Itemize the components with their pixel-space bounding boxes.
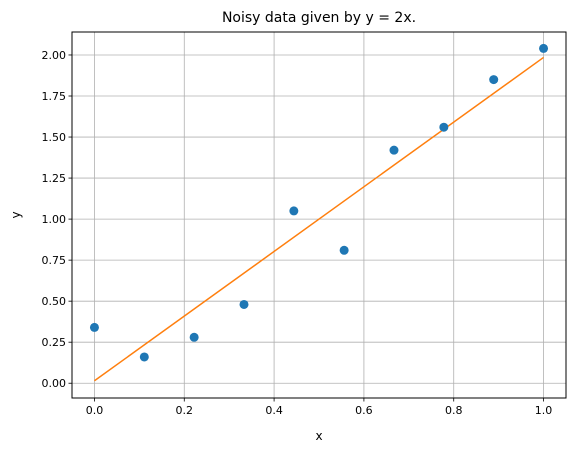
data-point [239, 299, 249, 309]
x-tick-label: 0.0 [86, 404, 104, 417]
x-tick-label: 0.4 [265, 404, 283, 417]
data-point [339, 245, 349, 255]
data-point [189, 332, 199, 342]
x-axis-label: x [315, 429, 322, 443]
y-axis: 0.00 0.25 0.50 0.75 1.00 1.25 1.50 1.75 2.00 [42, 49, 72, 390]
data-point [539, 43, 549, 53]
y-tick-label: 2.00 [42, 49, 67, 62]
plot-frame [71, 31, 567, 399]
y-tick-label: 0.50 [42, 295, 67, 308]
data-point [489, 75, 499, 85]
data-point [439, 122, 449, 132]
fit-line [94, 56, 544, 382]
y-tick-label: 1.00 [42, 213, 67, 226]
data-point [89, 322, 99, 332]
series-layer [89, 43, 549, 382]
y-axis-label: y [9, 211, 23, 218]
y-tick-label: 1.50 [42, 131, 67, 144]
x-axis: 0.0 0.2 0.4 0.6 0.8 1.0 [86, 398, 553, 417]
y-tick-label: 0.25 [42, 336, 67, 349]
y-tick-label: 1.25 [42, 172, 67, 185]
data-point [389, 145, 399, 155]
chart-title: Noisy data given by y = 2x. [222, 10, 416, 26]
data-point [139, 352, 149, 362]
x-tick-label: 0.8 [445, 404, 463, 417]
y-tick-label: 0.00 [42, 377, 67, 390]
y-tick-label: 0.75 [42, 254, 67, 267]
y-tick-label: 1.75 [42, 90, 67, 103]
x-tick-label: 0.6 [355, 404, 373, 417]
x-tick-label: 1.0 [535, 404, 553, 417]
data-point [289, 206, 299, 216]
grid [72, 32, 566, 398]
x-tick-label: 0.2 [176, 404, 194, 417]
